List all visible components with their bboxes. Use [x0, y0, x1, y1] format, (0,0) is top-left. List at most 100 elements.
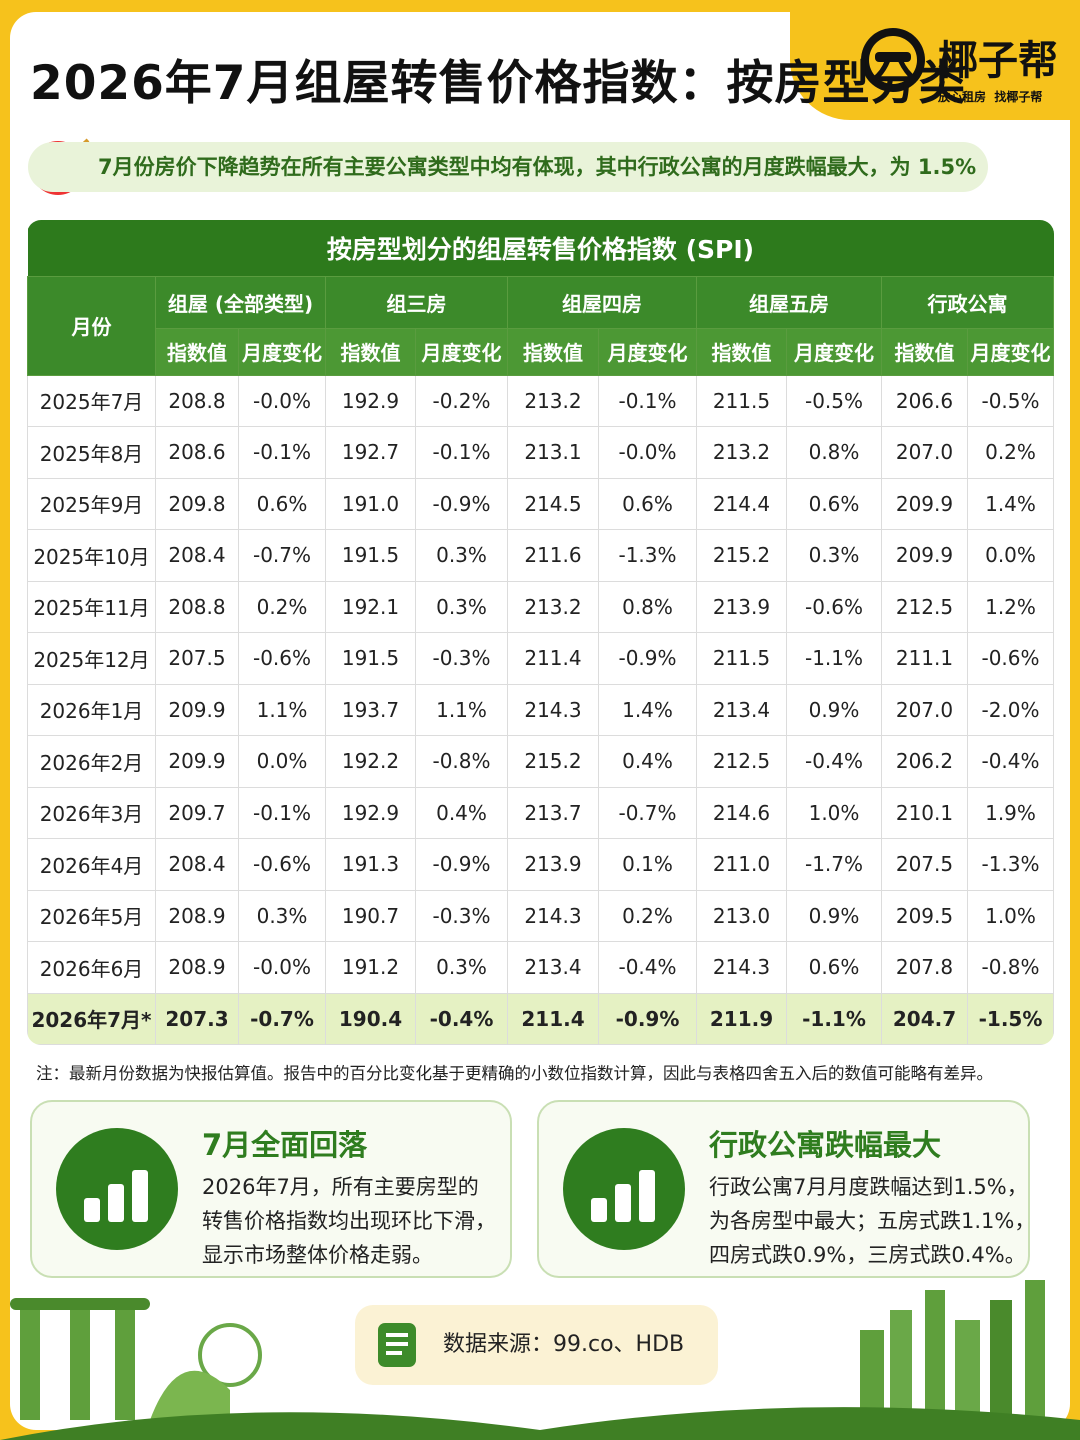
group-header: 组屋五房 — [696, 275, 882, 329]
cell: 0.6% — [786, 941, 882, 994]
cell: 0.3% — [238, 889, 326, 942]
cell: -0.4% — [415, 992, 508, 1045]
cell: -0.7% — [238, 992, 326, 1045]
data-row: 2026年7月* 207.3 -0.7% 190.4 -0.4% 211.4 -0.9% 21… — [27, 992, 1055, 1045]
cell: 213.4 — [507, 941, 599, 994]
cell: 213.7 — [507, 786, 599, 839]
cell: 211.9 — [696, 992, 787, 1045]
cell: 214.5 — [507, 477, 599, 530]
doc-icon — [378, 1323, 416, 1367]
card-title: 行政公寓跌幅最大 — [709, 1128, 942, 1162]
data-row: 2026年4月 208.4 -0.6% 191.3 -0.9% 213.9 0.1% 211.… — [27, 838, 1055, 891]
cell: -0.1% — [238, 786, 326, 839]
data-row: 2025年9月 209.8 0.6% 191.0 -0.9% 214.5 0.6% 214.4… — [27, 477, 1055, 530]
card-icon — [563, 1128, 685, 1250]
cell: -0.7% — [238, 529, 326, 582]
cell: 213.2 — [507, 374, 599, 427]
cell: 211.0 — [696, 838, 787, 891]
cell: 206.2 — [881, 735, 968, 788]
cell: 209.9 — [155, 683, 239, 736]
column-header: 月度变化 — [238, 327, 326, 376]
month-cell: 2025年11月 — [27, 580, 156, 633]
cell: 192.1 — [325, 580, 416, 633]
card-line: 转售价格指数均出现环比下滑， — [202, 1209, 496, 1233]
cell: 192.7 — [325, 426, 416, 479]
cell: 209.8 — [155, 477, 239, 530]
cell: 215.2 — [507, 735, 599, 788]
cell: 1.1% — [238, 683, 326, 736]
month-cell: 2025年12月 — [27, 632, 156, 685]
cell: 208.8 — [155, 374, 239, 427]
card-title: 7月全面回落 — [202, 1128, 368, 1162]
slogan: 放心租房 找椰子帮 — [938, 88, 1042, 105]
cell: 0.2% — [598, 889, 697, 942]
cell: 0.0% — [966, 529, 1055, 582]
cell: 192.9 — [325, 786, 416, 839]
month-cell: 2025年10月 — [27, 529, 156, 582]
cell: -0.0% — [598, 426, 697, 479]
cell: 212.5 — [881, 580, 968, 633]
cell: 208.4 — [155, 529, 239, 582]
cell: 213.2 — [507, 580, 599, 633]
source: 数据来源：99.co、HDB — [355, 1305, 718, 1385]
cell: 214.3 — [696, 941, 787, 994]
cell: -2.0% — [966, 683, 1055, 736]
cell: -0.4% — [598, 941, 697, 994]
spi-table: 按房型划分的组屋转售价格指数 (SPI) 月份 组屋 (全部类型) 组三房 组屋四房 组屋… — [27, 220, 1055, 1045]
cell: 0.3% — [415, 529, 508, 582]
column-header: 指数值 — [155, 327, 239, 376]
cell: -0.9% — [415, 477, 508, 530]
cell: -0.6% — [966, 632, 1055, 685]
cell: 0.1% — [598, 838, 697, 891]
data-row: 2025年11月 208.8 0.2% 192.1 0.3% 213.2 0.8% 213.9… — [27, 580, 1055, 633]
cell: 211.1 — [881, 632, 968, 685]
column-header: 月度变化 — [786, 327, 882, 376]
icon-bar — [108, 1184, 124, 1222]
cell: 214.4 — [696, 477, 787, 530]
cell: -0.4% — [966, 735, 1055, 788]
cell: 191.0 — [325, 477, 416, 530]
cell: 215.2 — [696, 529, 787, 582]
cell: 211.5 — [696, 374, 787, 427]
cell: 214.6 — [696, 786, 787, 839]
title: 2026年7月组屋转售价格指数：按房型分类 — [30, 56, 967, 111]
data-row: 2026年5月 208.9 0.3% 190.7 -0.3% 214.3 0.2% 213.0… — [27, 889, 1055, 942]
cell: -1.3% — [966, 838, 1055, 891]
data-row: 2025年8月 208.6 -0.1% 192.7 -0.1% 213.1 -0.0% 213… — [27, 426, 1055, 479]
cell: 190.7 — [325, 889, 416, 942]
data-row: 2026年1月 209.9 1.1% 193.7 1.1% 214.3 1.4% 213.4 0… — [27, 683, 1055, 736]
cell: -1.1% — [786, 992, 882, 1045]
cell: 210.1 — [881, 786, 968, 839]
month-cell: 2026年6月 — [27, 941, 156, 994]
cell: -1.5% — [966, 992, 1055, 1045]
summary-card: 行政公寓跌幅最大 行政公寓7月月度跌幅达到1.5%， 为各房型中最大；五房式跌1.1… — [537, 1100, 1035, 1278]
cell: 1.9% — [966, 786, 1055, 839]
cell: 207.5 — [155, 632, 239, 685]
title-row: 按房型划分的组屋转售价格指数 (SPI) — [27, 220, 1054, 276]
cell: -0.8% — [415, 735, 508, 788]
logo-icon — [861, 28, 925, 92]
cell: 208.8 — [155, 580, 239, 633]
icon-bar — [591, 1198, 607, 1222]
cell: 211.5 — [696, 632, 787, 685]
data-row: 2025年7月 208.8 -0.0% 192.9 -0.2% 213.2 -0.1% 211… — [27, 374, 1055, 427]
cell: 0.3% — [786, 529, 882, 582]
card-line: 显示市场整体价格走弱。 — [202, 1243, 433, 1267]
table-title: 按房型划分的组屋转售价格指数 (SPI) — [27, 220, 1054, 276]
group-header: 行政公寓 — [880, 275, 1055, 329]
cell: 208.9 — [155, 889, 239, 942]
cell: -0.6% — [238, 838, 326, 891]
cell: 0.6% — [786, 477, 882, 530]
cell: -0.6% — [238, 632, 326, 685]
cell: 207.0 — [881, 426, 968, 479]
cell: 191.5 — [325, 632, 416, 685]
month-cell: 2025年9月 — [27, 477, 156, 530]
cell: 211.4 — [507, 632, 599, 685]
cell: 0.9% — [786, 889, 882, 942]
cell: 0.8% — [786, 426, 882, 479]
cell: 191.5 — [325, 529, 416, 582]
column-header: 月度变化 — [598, 327, 697, 376]
cell: -0.3% — [415, 889, 508, 942]
cell: -0.8% — [966, 941, 1055, 994]
